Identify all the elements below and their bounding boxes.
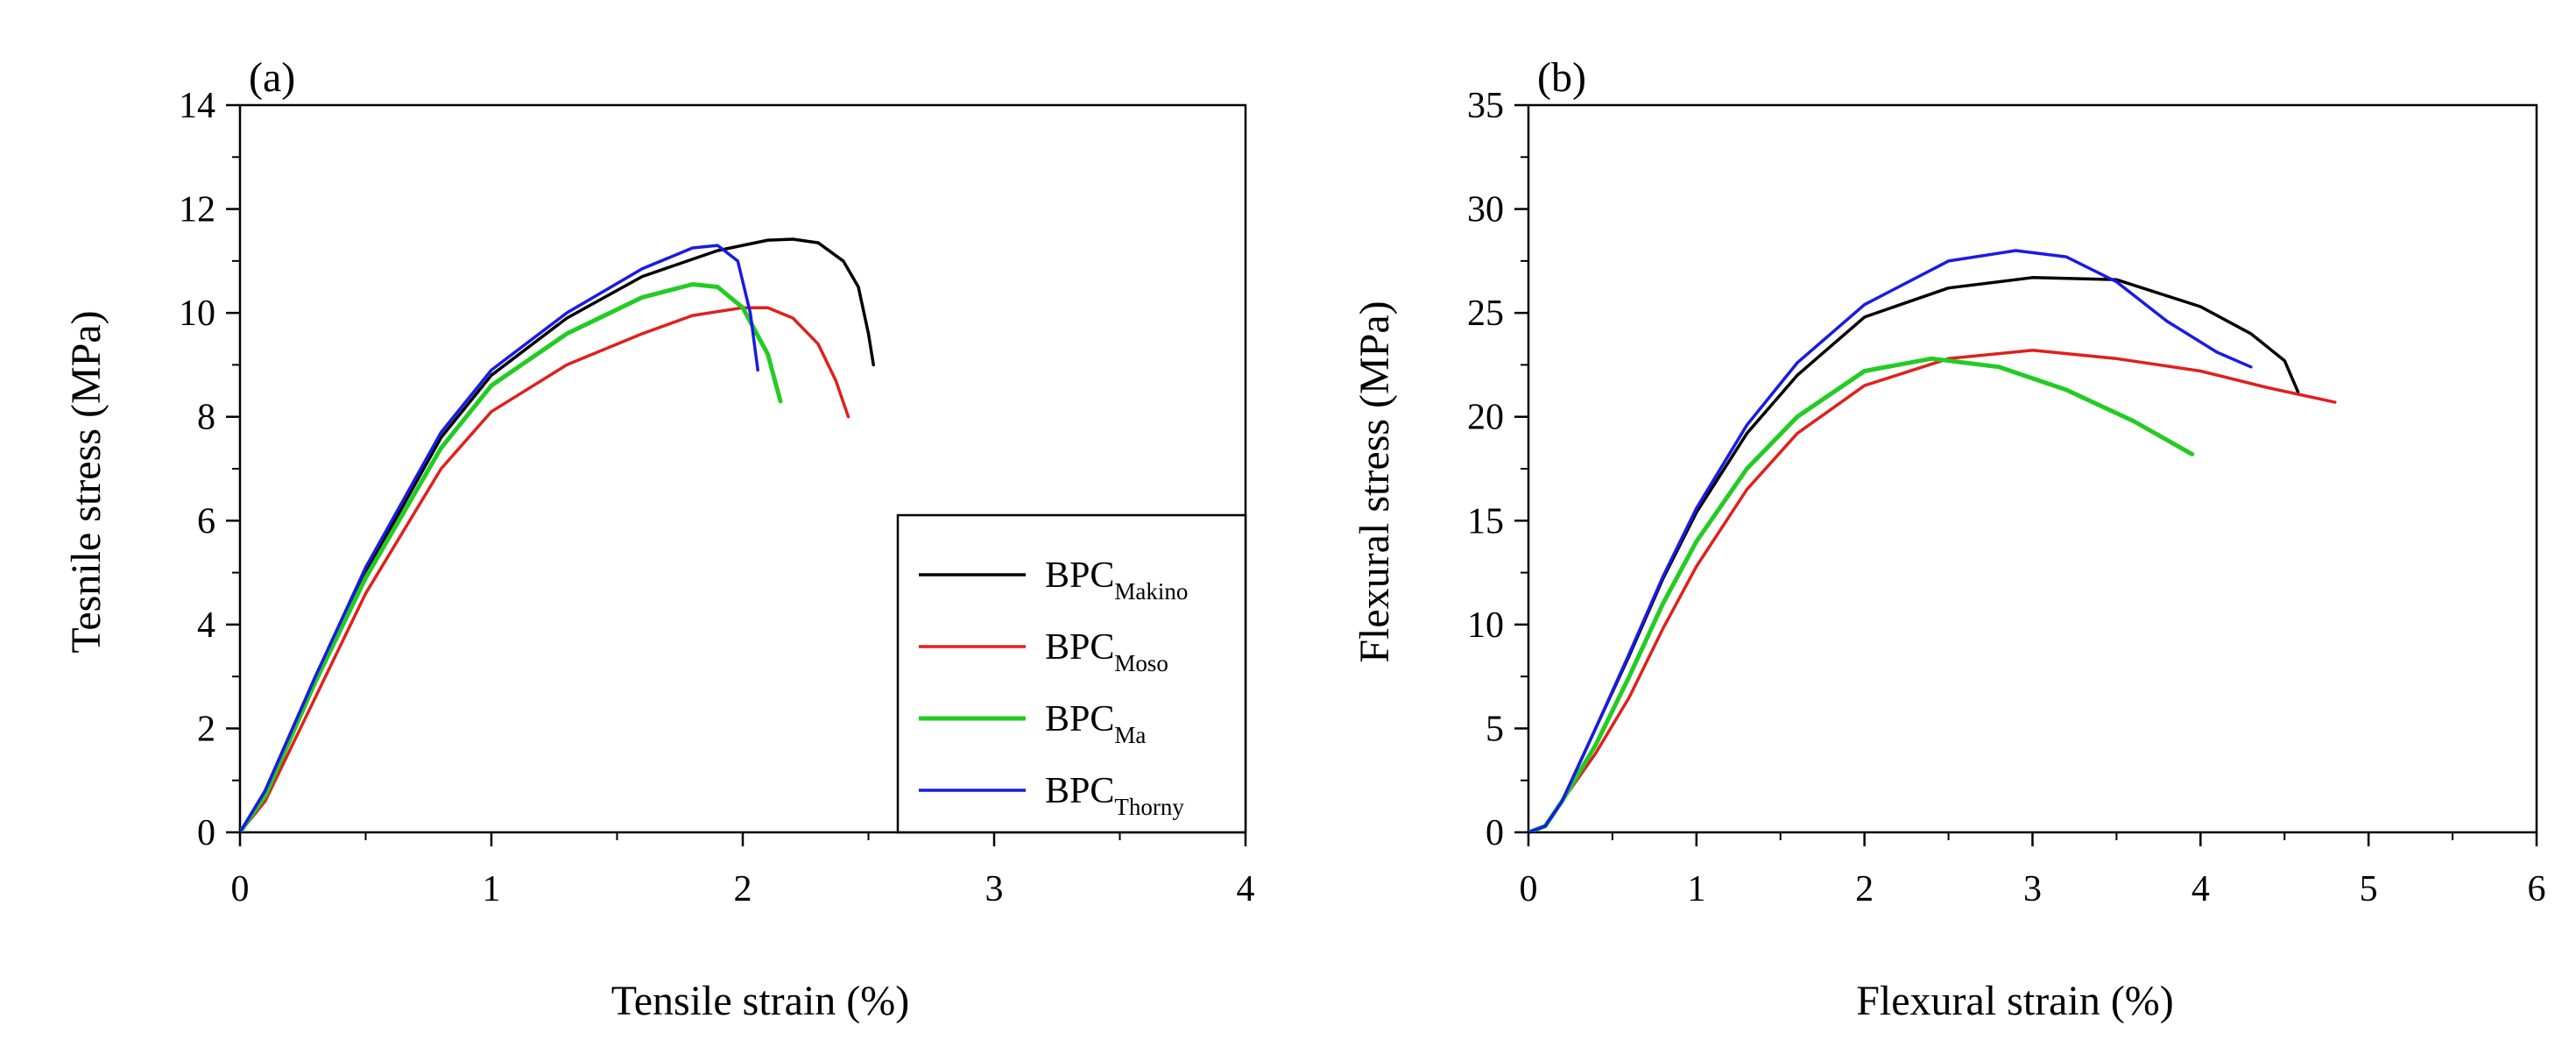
tensile-y-tick-label: 14: [179, 86, 215, 126]
flexural-x-tick-label: 5: [2360, 869, 2378, 909]
flexural-x-tick-label: 6: [2528, 869, 2546, 909]
legend-entry-subscript: Thorny: [1114, 794, 1184, 820]
legend-entry-subscript: Moso: [1114, 650, 1168, 676]
tensile-y-tick-label: 2: [197, 709, 215, 749]
flexural-y-tick-label: 20: [1467, 398, 1504, 438]
tensile-x-tick-label: 0: [231, 869, 250, 909]
legend-entry-label: BPCMa: [1045, 699, 1146, 748]
tensile-series-group: [240, 237, 875, 832]
flexural-y-tick-label: 0: [1486, 813, 1504, 853]
tensile-y-tick-label: 10: [179, 294, 215, 334]
legend-entry-subscript: Makino: [1114, 578, 1188, 605]
legend-entry-label: BPCMoso: [1045, 627, 1168, 676]
flexural-x-tick-label: 3: [2023, 869, 2042, 909]
tensile-y-tick-label: 8: [197, 398, 215, 438]
legend-entry-subscript: Ma: [1114, 722, 1146, 748]
tensile-series-line-bpc-ma: [240, 282, 783, 832]
tensile-y-tick-label: 6: [197, 501, 215, 541]
legend-entry-base: BPC: [1045, 771, 1114, 811]
legend-entry-base: BPC: [1045, 627, 1114, 668]
flexural-x-tick-label: 2: [1855, 869, 1874, 909]
legend-entry-label: BPCThorny: [1045, 771, 1184, 820]
legend-entry-label: BPCMakino: [1045, 555, 1188, 605]
tensile-series-line-bpc-moso: [240, 306, 850, 832]
tensile-y-tick-label: 0: [197, 813, 215, 853]
flexural-x-tick-label: 0: [1520, 869, 1538, 909]
flexural-y-tick-label: 25: [1467, 294, 1504, 334]
flexural-series-group: [1528, 249, 2337, 832]
tensile-y-axis-title: Tesnile stress (MPa): [63, 310, 109, 653]
tensile-y-tick-label: 4: [197, 605, 215, 646]
flexural-y-tick-label: 5: [1486, 709, 1504, 749]
flexural-panel-label: (b): [1537, 54, 1586, 101]
flexural-y-tick-label: 35: [1467, 86, 1504, 126]
tensile-y-tick-label: 12: [179, 190, 215, 230]
flexural-series-line-bpc-moso: [1528, 349, 2337, 832]
flexural-series-line-bpc-ma: [1528, 356, 2195, 832]
tensile-x-tick-label: 1: [483, 869, 501, 909]
tensile-panel-label: (a): [249, 54, 295, 101]
legend-box: [896, 513, 1247, 834]
flexural-x-tick-label: 4: [2191, 869, 2210, 909]
tensile-series-line-bpc-makino: [240, 237, 875, 832]
tensile-x-axis-title: Tensile strain (%): [611, 978, 910, 1024]
tensile-series-line-bpc-thorny: [240, 244, 759, 832]
flexural-series-line-bpc-thorny: [1528, 249, 2253, 832]
tensile-x-tick-label: 4: [1237, 869, 1255, 909]
tensile-x-tick-label: 2: [734, 869, 752, 909]
flexural-chart-panel: 0 1 2 3 4 5 6 0 5 10 15 20 25 30 35 Flexural strain (%)…: [1352, 54, 2546, 1024]
flexural-x-axis-title: Flexural strain (%): [1856, 978, 2174, 1024]
flexural-plot-frame: [1527, 103, 2538, 834]
flexural-y-tick-label: 15: [1467, 501, 1504, 541]
flexural-x-tick-label: 1: [1687, 869, 1705, 909]
legend-entry-base: BPC: [1045, 555, 1114, 596]
legend-entry-base: BPC: [1045, 699, 1114, 739]
flexural-y-axis-title: Flexural stress (MPa): [1352, 301, 1398, 662]
flexural-y-tick-label: 30: [1467, 190, 1504, 230]
tensile-x-tick-label: 3: [985, 869, 1004, 909]
flexural-y-tick-label: 10: [1467, 605, 1504, 646]
